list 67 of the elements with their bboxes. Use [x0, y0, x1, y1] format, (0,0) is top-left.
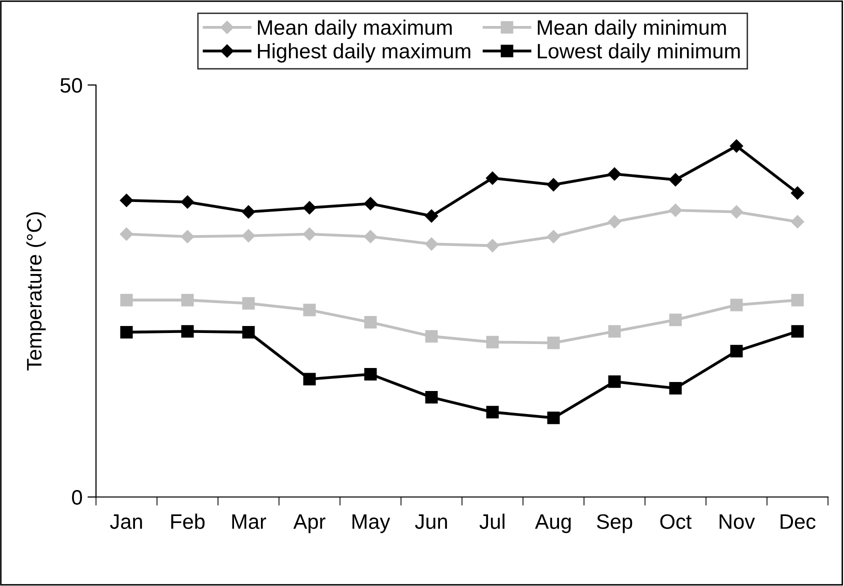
point: [120, 228, 134, 241]
point: [364, 197, 378, 210]
point: [486, 172, 500, 185]
point: [425, 330, 438, 343]
point: [730, 344, 743, 358]
x-tick-label: Dec: [780, 514, 816, 529]
x-tick-label: Feb: [171, 514, 205, 529]
point: [242, 297, 255, 310]
x-tick-label: Aug: [535, 514, 571, 534]
point: [242, 229, 256, 242]
point: [302, 201, 316, 214]
point: [364, 230, 378, 244]
point: [790, 215, 804, 228]
point: [608, 325, 621, 338]
y-tick-label: 0: [72, 490, 82, 505]
point: [790, 186, 804, 200]
point: [181, 325, 194, 338]
point: [730, 205, 744, 218]
point: [181, 294, 194, 306]
point: [180, 230, 194, 244]
point: [669, 382, 682, 394]
point: [546, 230, 560, 244]
x-tick-label: May: [352, 514, 390, 534]
point: [302, 228, 316, 241]
point: [425, 391, 438, 404]
point: [120, 326, 133, 338]
point: [547, 412, 560, 424]
point: [791, 325, 804, 338]
point: [242, 205, 256, 218]
point: [120, 294, 133, 306]
x-tick-label: Oct: [660, 514, 692, 529]
point: [730, 298, 743, 312]
point: [608, 375, 621, 388]
legend-label: Lowest daily minimum: [538, 43, 740, 63]
x-tick-label: Jun: [415, 514, 447, 529]
point: [120, 194, 134, 207]
x-tick-label: Jan: [110, 514, 142, 529]
point: [608, 215, 622, 228]
x-tick-label: Nov: [720, 514, 755, 529]
x-tick-label: Jul: [480, 514, 504, 529]
point: [791, 294, 804, 306]
x-tick-label: Apr: [293, 514, 326, 534]
point: [364, 316, 377, 329]
point: [364, 368, 377, 380]
point: [486, 406, 499, 418]
x-tick-label: Sep: [596, 514, 632, 534]
point: [668, 173, 682, 186]
point: [303, 304, 316, 316]
point: [486, 239, 500, 252]
legend-label: Mean daily maximum: [258, 20, 452, 40]
y-axis-title: Temperature (°C): [26, 212, 46, 371]
point: [242, 326, 255, 338]
y-tick-label: 50: [60, 78, 82, 93]
point: [669, 314, 682, 326]
point: [546, 178, 560, 192]
legend-label: Highest daily maximum: [258, 43, 470, 63]
point: [730, 139, 744, 153]
legend-label: Mean daily minimum: [538, 20, 726, 40]
point: [424, 237, 438, 251]
point: [668, 204, 682, 217]
point: [547, 336, 560, 350]
point: [303, 372, 316, 386]
x-tick-label: Mar: [232, 514, 266, 529]
point: [180, 195, 194, 209]
point: [424, 209, 438, 223]
point: [486, 336, 499, 348]
point: [608, 167, 622, 181]
